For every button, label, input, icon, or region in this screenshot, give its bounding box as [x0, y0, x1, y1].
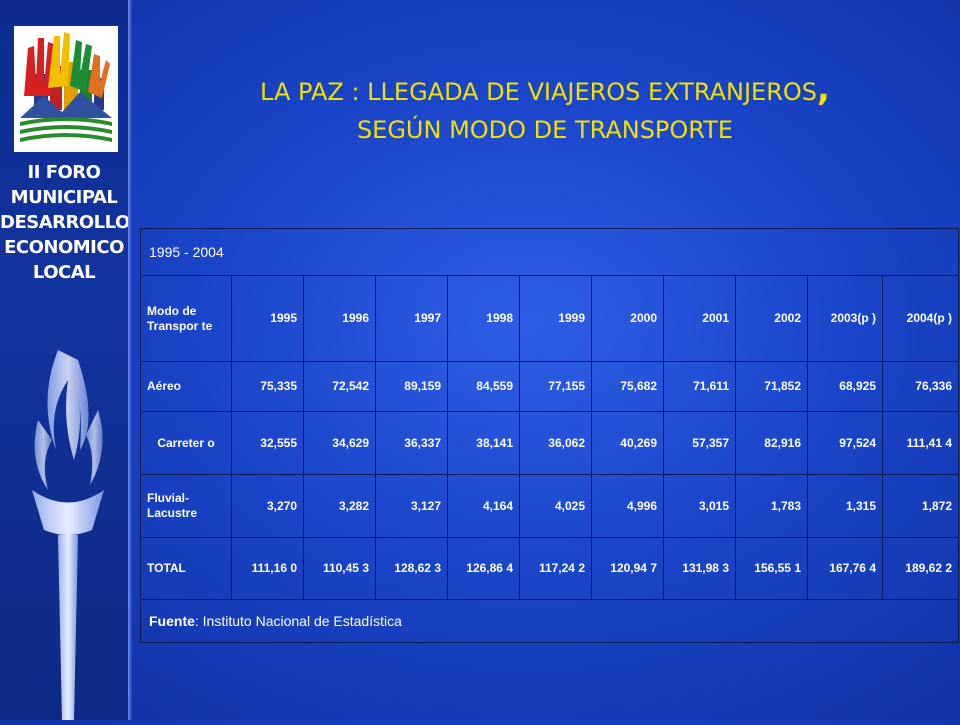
table-cell: 89,159: [375, 361, 448, 412]
table-cell: 1,783: [735, 474, 808, 538]
table-cell: 75,682: [591, 361, 664, 412]
table-cell: 36,062: [519, 411, 592, 475]
table-cell: 57,357: [663, 411, 736, 475]
table-cell: 97,524: [807, 411, 883, 475]
table-cell: 38,141: [447, 411, 520, 475]
forum-line: ECONOMICO: [4, 237, 124, 258]
table-cell: 32,555: [231, 411, 304, 475]
table-cell: 1,315: [807, 474, 883, 538]
arrivals-table: 1995 - 2004 Modo de Transpor te 1995 199…: [139, 228, 960, 643]
header-year: 1999: [519, 275, 592, 362]
table-header-row: Modo de Transpor te 1995 1996 1997 1998 …: [140, 275, 960, 362]
table-cell: 111,41 4: [881, 411, 960, 475]
table-cell: 189,62 2: [881, 537, 960, 600]
header-year: 1996: [303, 275, 376, 362]
table-cell: 128,62 3: [375, 537, 448, 600]
forum-line: LOCAL: [32, 262, 96, 283]
table-cell: 110,45 3: [303, 537, 376, 600]
table-row-total: TOTAL 111,16 0 110,45 3 128,62 3 126,86 …: [140, 537, 960, 600]
forum-line: MUNICIPAL: [10, 187, 118, 208]
table-cell: 71,611: [663, 361, 736, 412]
title-comma: ,: [817, 69, 830, 109]
row-mode: Aéreo: [140, 361, 232, 412]
source-note: Fuente: Instituto Nacional de Estadístic…: [139, 599, 960, 643]
hands-city-logo-icon: [14, 26, 118, 152]
table-cell: 3,127: [375, 474, 448, 538]
table-cell: 111,16 0: [231, 537, 304, 600]
header-year: 2003(p ): [807, 275, 883, 362]
forum-line: DESARROLLO: [0, 212, 130, 233]
table-cell: 36,337: [375, 411, 448, 475]
table-cell: 167,76 4: [807, 537, 883, 600]
sidebar-divider: [128, 0, 132, 720]
table-row: Carreter o 32,555 34,629 36,337 38,141 3…: [140, 411, 960, 475]
torch-icon: [18, 340, 118, 720]
source-row: Fuente: Instituto Nacional de Estadístic…: [139, 599, 960, 643]
table-cell: 34,629: [303, 411, 376, 475]
table-cell: 76,336: [881, 361, 960, 412]
table-cell: 4,025: [519, 474, 592, 538]
table-cell: 156,55 1: [735, 537, 808, 600]
table-cell: 126,86 4: [447, 537, 520, 600]
slide-title: LA PAZ : LLEGADA DE VIAJEROS EXTRANJEROS…: [150, 70, 940, 149]
table-cell: 3,015: [663, 474, 736, 538]
range-row: 1995 - 2004: [139, 228, 960, 276]
source-text: : Instituto Nacional de Estadística: [194, 612, 402, 629]
table-cell: 1,872: [881, 474, 960, 538]
table-cell: 68,925: [807, 361, 883, 412]
forum-name: II FORO MUNICIPAL DESARROLLO ECONOMICO L…: [0, 160, 130, 285]
table-cell: 72,542: [303, 361, 376, 412]
table-cell: 75,335: [231, 361, 304, 412]
table-cell: 3,270: [231, 474, 304, 538]
table-cell: 77,155: [519, 361, 592, 412]
row-mode: TOTAL: [140, 537, 232, 600]
sidebar: II FORO MUNICIPAL DESARROLLO ECONOMICO L…: [0, 0, 130, 720]
source-label: Fuente: [149, 612, 195, 629]
table-range: 1995 - 2004: [139, 228, 960, 276]
table-cell: 4,996: [591, 474, 664, 538]
header-year: 1997: [375, 275, 448, 362]
title-line-2: SEGÚN MODO DE TRANSPORTE: [356, 116, 734, 144]
header-year: 2001: [663, 275, 736, 362]
title-line-1: LA PAZ : LLEGADA DE VIAJEROS EXTRANJEROS: [260, 78, 818, 106]
row-mode: Fluvial- Lacustre: [140, 474, 232, 538]
table-cell: 4,164: [447, 474, 520, 538]
table-cell: 71,852: [735, 361, 808, 412]
forum-line: II FORO: [27, 162, 101, 183]
table-cell: 3,282: [303, 474, 376, 538]
table-cell: 117,24 2: [519, 537, 592, 600]
table-row: Aéreo 75,335 72,542 89,159 84,559 77,155…: [140, 361, 960, 412]
row-mode: Carreter o: [140, 411, 232, 475]
header-year: 2004(p ): [881, 275, 960, 362]
table-row: Fluvial- Lacustre 3,270 3,282 3,127 4,16…: [140, 474, 960, 538]
table-cell: 120,94 7: [591, 537, 664, 600]
header-year: 2000: [591, 275, 664, 362]
table-cell: 82,916: [735, 411, 808, 475]
header-year: 2002: [735, 275, 808, 362]
header-year: 1998: [447, 275, 520, 362]
table-cell: 131,98 3: [663, 537, 736, 600]
table-cell: 84,559: [447, 361, 520, 412]
table-cell: 40,269: [591, 411, 664, 475]
header-year: 1995: [231, 275, 304, 362]
header-mode: Modo de Transpor te: [140, 275, 232, 362]
